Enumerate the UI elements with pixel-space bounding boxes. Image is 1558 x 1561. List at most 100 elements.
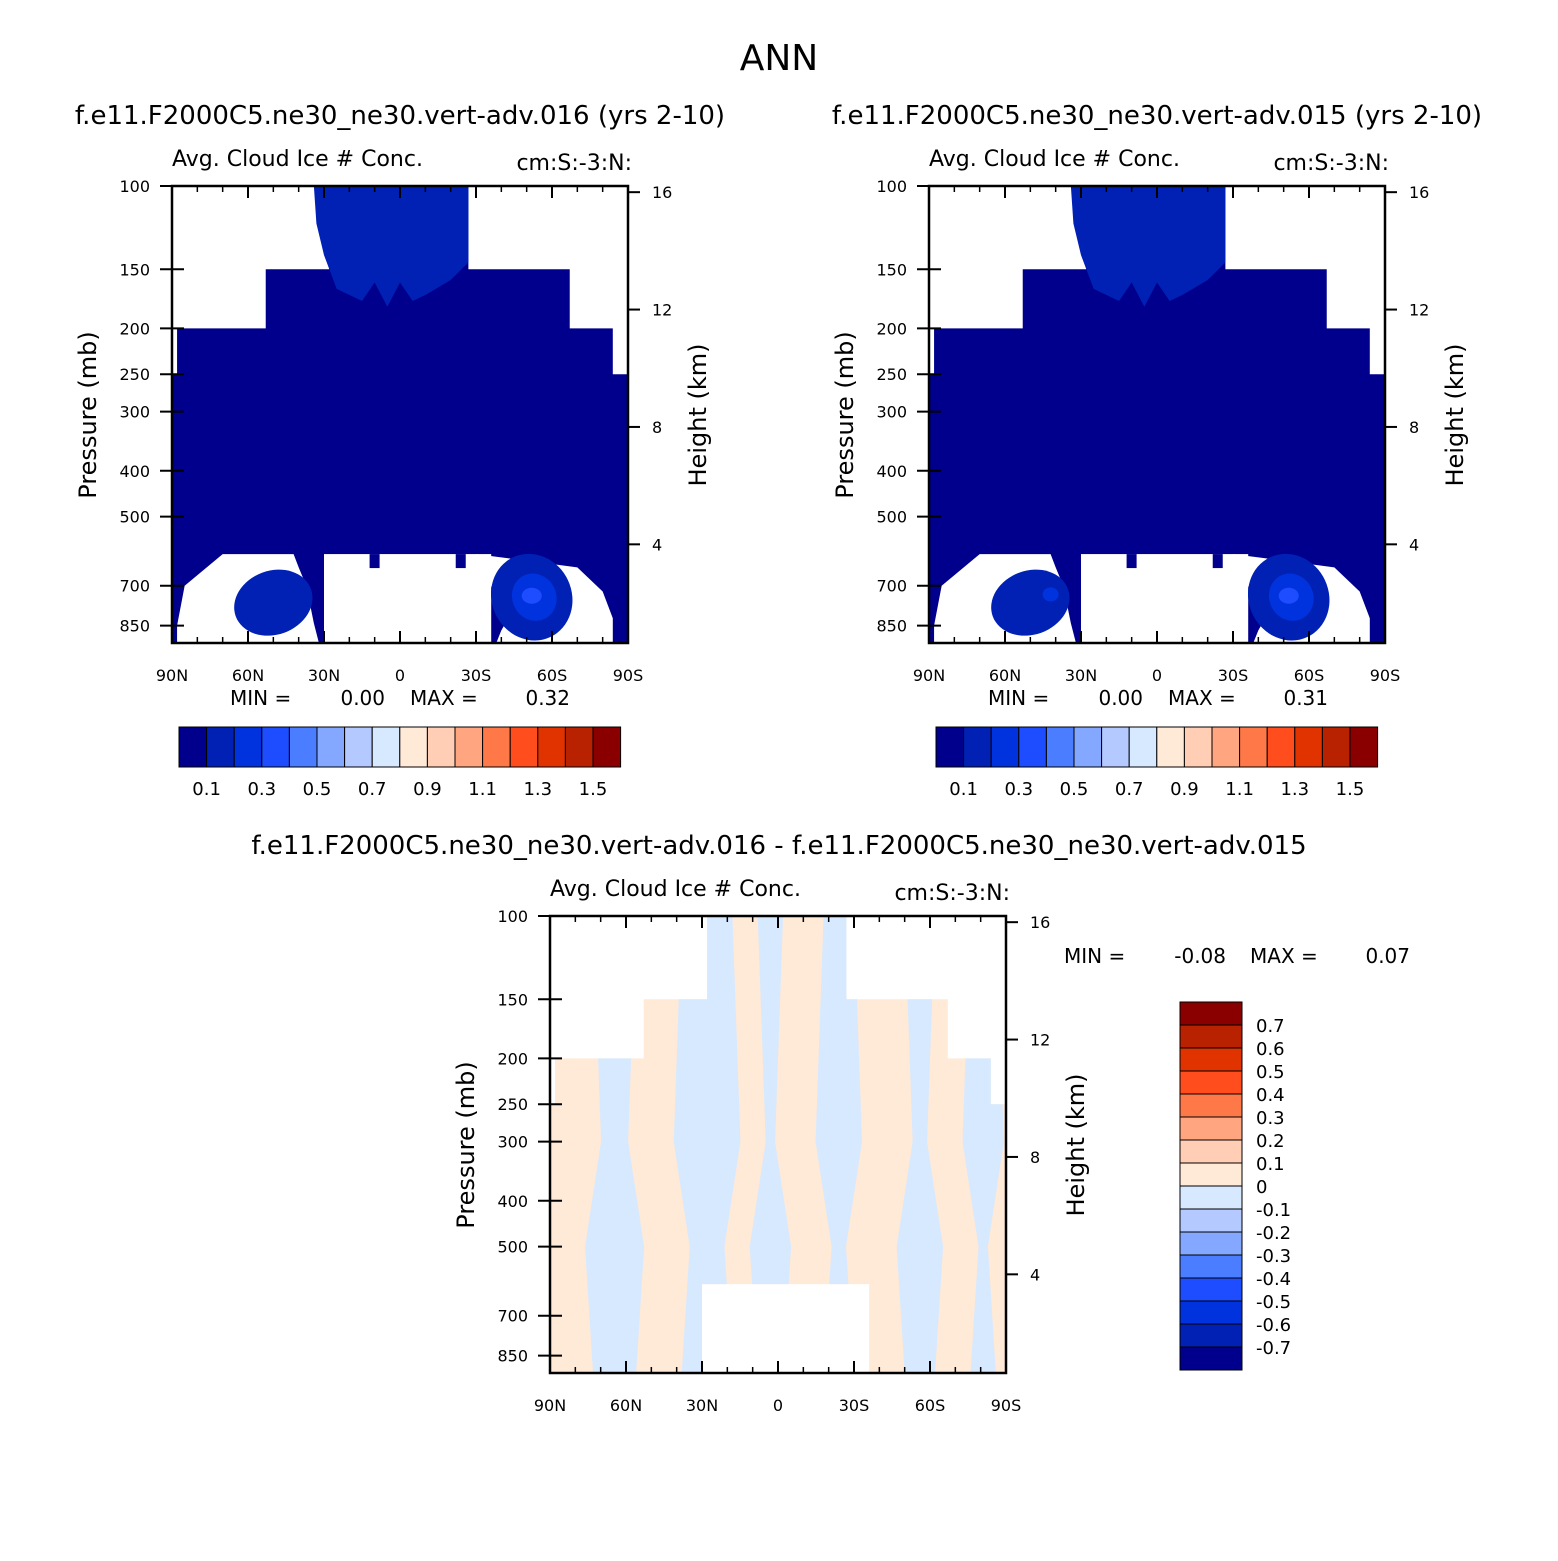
x-tick-label: 90S	[991, 1396, 1022, 1415]
panel3-max-value: 0.07	[1365, 944, 1410, 968]
y2-tick-label: 4	[652, 535, 662, 554]
y-tick-label: 300	[876, 403, 907, 422]
colorbar-box	[1179, 1254, 1243, 1279]
colorbar-box	[935, 726, 965, 768]
y-tick-label: 250	[876, 365, 907, 384]
x-tick-label: 90S	[1370, 666, 1401, 685]
y-tick-label: 400	[497, 1192, 528, 1211]
colorbar-box	[564, 726, 594, 768]
panel1-subtitle-left: Avg. Cloud Ice # Conc.	[172, 147, 423, 172]
panel1-axes: 90N 60N 30N 0 30S 60S 90S 100 150 200 250 300 400 500…	[119, 177, 672, 685]
x-tick-label: 60N	[610, 1396, 642, 1415]
y-tick-label: 150	[876, 260, 907, 279]
colorbar-box	[1179, 1047, 1243, 1072]
colorbar-box	[1239, 726, 1268, 768]
missing-region	[1081, 554, 1249, 643]
colorbar-label: 0.4	[1256, 1085, 1285, 1106]
panel2-field	[929, 186, 1385, 643]
y2-tick-label: 12	[652, 301, 672, 320]
colorbar-label: 1.1	[1225, 779, 1254, 800]
y2-tick-label: 8	[1030, 1148, 1040, 1167]
panel2-max-value: 0.31	[1283, 686, 1328, 710]
y-tick-label: 300	[497, 1133, 528, 1152]
field-level-0	[1126, 554, 1137, 569]
colorbar-box	[1183, 726, 1213, 768]
colorbar-box	[1294, 726, 1323, 768]
colorbar-box	[454, 726, 484, 768]
colorbar-label: 1.5	[579, 779, 608, 800]
x-tick-label: 90N	[913, 666, 945, 685]
colorbar-box	[288, 726, 318, 768]
x-tick-label: 0	[773, 1396, 783, 1415]
colorbar-box	[990, 726, 1020, 768]
page-title: ANN	[740, 38, 819, 79]
colorbar-box	[371, 726, 401, 768]
y-tick-label: 700	[876, 577, 907, 596]
x-tick-label: 60N	[989, 666, 1021, 685]
colorbar-box	[1101, 726, 1130, 768]
y-tick-label: 200	[876, 319, 907, 338]
field-level-1	[991, 569, 1070, 636]
panel2-title: f.e11.F2000C5.ne30_ne30.vert-adv.015 (yr…	[832, 101, 1482, 131]
panel3-ylabel: Pressure (mb)	[452, 1061, 480, 1228]
colorbar-box	[1156, 726, 1185, 768]
field-level-0	[455, 554, 466, 569]
panel3-axes: 90N 60N 30N 0 30S 60S 90S 100 150 200 250 300 400 500…	[497, 907, 1050, 1415]
colorbar-box	[1179, 1116, 1243, 1141]
colorbar-box	[426, 726, 456, 768]
panel2-axes: 90N 60N 30N 0 30S 60S 90S 100 150 200 250 300 400 500…	[876, 177, 1429, 685]
colorbar-label: 1.5	[1336, 779, 1365, 800]
colorbar-box	[1179, 1277, 1243, 1302]
y2-tick-label: 16	[1030, 913, 1050, 932]
colorbar-box	[1266, 726, 1296, 768]
colorbar-label: 0.7	[1256, 1016, 1285, 1037]
colorbar-label: 0.1	[192, 779, 221, 800]
field-level-1	[234, 569, 313, 636]
colorbar-box	[1045, 726, 1075, 768]
field-level-0	[1212, 554, 1223, 569]
y2-tick-label: 16	[1409, 183, 1429, 202]
y2-tick-label: 12	[1030, 1031, 1050, 1050]
panel2-minmax: MIN = 0.00 MAX = 0.31	[988, 686, 1328, 710]
y-tick-label: 250	[119, 365, 150, 384]
y-tick-label: 850	[119, 617, 150, 636]
colorbar-box	[1349, 726, 1379, 768]
colorbar-box	[509, 726, 539, 768]
panel1-ylabel: Pressure (mb)	[74, 331, 102, 498]
panel3-subtitle-right: cm:S:-3:N:	[894, 881, 1010, 906]
x-tick-label: 90S	[613, 666, 644, 685]
x-tick-label: 30N	[686, 1396, 718, 1415]
colorbar-label: 0.2	[1256, 1131, 1285, 1152]
colorbar-label: 0.7	[358, 779, 387, 800]
colorbar-box	[1179, 1001, 1243, 1026]
x-tick-label: 30S	[839, 1396, 870, 1415]
panel1-y2label: Height (km)	[684, 344, 712, 487]
colorbar-box	[1179, 1323, 1243, 1348]
panel1-field	[172, 186, 628, 643]
colorbar-label: -0.6	[1256, 1315, 1291, 1336]
colorbar-box	[592, 726, 622, 768]
panel3-max-label: MAX =	[1250, 944, 1318, 968]
y-tick-label: 500	[119, 508, 150, 527]
y-tick-label: 700	[119, 577, 150, 596]
colorbar-box	[206, 726, 235, 768]
panel2-min-value: 0.00	[1098, 686, 1143, 710]
y-tick-label: 250	[497, 1095, 528, 1114]
panel3-minmax: MIN = -0.08 MAX = 0.07	[1064, 944, 1410, 968]
y2-tick-label: 8	[652, 418, 662, 437]
panel3-y2label: Height (km)	[1062, 1074, 1090, 1217]
field-level-0	[369, 554, 380, 569]
y-tick-label: 150	[497, 990, 528, 1009]
panel1-min-label: MIN =	[230, 686, 291, 710]
x-tick-label: 30N	[308, 666, 340, 685]
colorbar-label: 0.3	[1004, 779, 1033, 800]
panel1-title: f.e11.F2000C5.ne30_ne30.vert-adv.016 (yr…	[75, 101, 725, 131]
panel1-max-label: MAX =	[410, 686, 478, 710]
field-level-2	[1042, 587, 1059, 602]
colorbar-box	[233, 726, 263, 768]
y-tick-label: 100	[119, 177, 150, 196]
colorbar-box	[482, 726, 511, 768]
colorbar-box	[399, 726, 428, 768]
colorbar-box	[1073, 726, 1103, 768]
panel1-min-value: 0.00	[340, 686, 385, 710]
